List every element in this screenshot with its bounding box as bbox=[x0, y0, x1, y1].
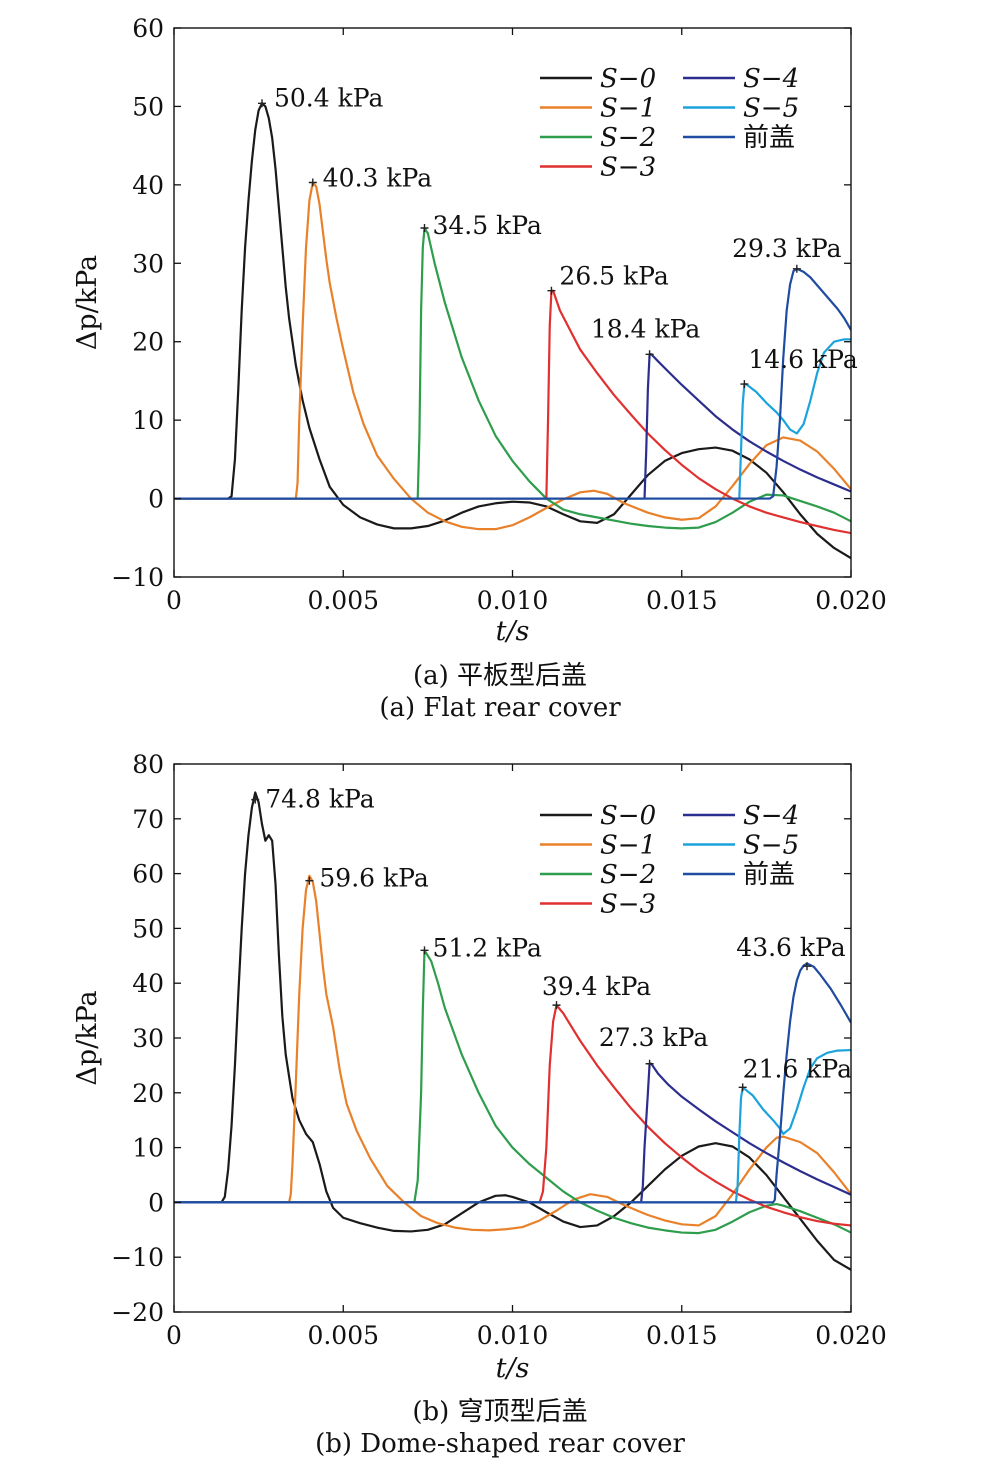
peak-label: 29.3 kPa bbox=[732, 234, 841, 263]
y-tick-label: 60 bbox=[132, 14, 164, 43]
y-tick-label: 60 bbox=[132, 860, 164, 889]
series-line-1 bbox=[174, 181, 851, 531]
x-tick-label: 0 bbox=[166, 586, 182, 615]
x-tick-label: 0.015 bbox=[646, 1321, 718, 1350]
peak-marker bbox=[552, 1001, 561, 1010]
legend-label: S−0 bbox=[600, 801, 656, 831]
legend-label: S−3 bbox=[600, 153, 656, 183]
series-line-4 bbox=[174, 353, 851, 500]
peak-label: 43.6 kPa bbox=[736, 933, 845, 962]
y-tick-label: 30 bbox=[132, 1024, 164, 1053]
series-line-3 bbox=[174, 289, 851, 535]
y-axis-label: Δp/kPa bbox=[72, 255, 103, 350]
legend-label: S−2 bbox=[600, 860, 656, 890]
chart-panel-b: 0 0.005 0.010 0.015 0.020 −20 −10 0 10 20 30 40 50 60… bbox=[72, 750, 887, 1459]
peak-label: 14.6 kPa bbox=[748, 345, 857, 374]
peak-marker bbox=[738, 1083, 747, 1092]
peak-marker bbox=[792, 264, 801, 273]
peak-marker bbox=[308, 178, 317, 187]
x-tick-label: 0.005 bbox=[307, 586, 379, 615]
chart-panel-a: 0 0.005 0.010 0.015 0.020−100102030405060t/s… bbox=[72, 14, 887, 723]
series-line-0 bbox=[174, 102, 851, 560]
peak-label: 51.2 kPa bbox=[432, 933, 541, 962]
peak-marker bbox=[258, 99, 267, 108]
y-axis-label: Δp/kPa bbox=[72, 990, 103, 1085]
x-tick-label: 0.020 bbox=[815, 586, 887, 615]
legend-label: S−0 bbox=[600, 64, 656, 94]
peak-label: 18.4 kPa bbox=[591, 314, 700, 343]
x-axis-label: t/s bbox=[496, 1353, 530, 1384]
series-line-0 bbox=[174, 791, 851, 1271]
peak-marker bbox=[740, 380, 749, 389]
series-line-6 bbox=[174, 962, 851, 1204]
peak-marker bbox=[645, 350, 654, 359]
x-tick-label: 0.015 bbox=[646, 586, 718, 615]
caption-english: (a) Flat rear cover bbox=[379, 693, 621, 723]
y-tick-label: −10 bbox=[111, 563, 164, 592]
peak-label: 34.5 kPa bbox=[432, 211, 541, 240]
y-tick-label: 40 bbox=[132, 171, 164, 200]
peak-label: 74.8 kPa bbox=[265, 785, 374, 814]
y-tick-label: 50 bbox=[132, 914, 164, 943]
caption-english: (b) Dome-shaped rear cover bbox=[315, 1429, 685, 1459]
peak-label: 26.5 kPa bbox=[559, 262, 668, 291]
x-tick-label: 0 bbox=[166, 1321, 182, 1350]
y-tick-label: 50 bbox=[132, 92, 164, 121]
legend-label: S−5 bbox=[743, 831, 799, 861]
x-tick-label: 0.010 bbox=[477, 1321, 549, 1350]
peak-marker bbox=[251, 795, 260, 804]
y-tick-label: 0 bbox=[148, 485, 164, 514]
y-tick-label: 30 bbox=[132, 249, 164, 278]
legend-label: 前盖 bbox=[743, 860, 795, 890]
peak-marker bbox=[547, 286, 556, 295]
y-tick-label: −10 bbox=[111, 1243, 164, 1272]
legend-label: S−1 bbox=[600, 831, 656, 861]
legend-label: 前盖 bbox=[743, 123, 795, 153]
peak-marker bbox=[802, 962, 811, 971]
x-tick-label: 0.020 bbox=[815, 1321, 887, 1350]
legend-label: S−1 bbox=[600, 94, 656, 124]
peak-marker bbox=[645, 1059, 654, 1068]
peak-label: 50.4 kPa bbox=[274, 83, 383, 112]
y-tick-label: 70 bbox=[132, 805, 164, 834]
y-tick-label: 40 bbox=[132, 969, 164, 998]
y-tick-label: 20 bbox=[132, 1079, 164, 1108]
series-line-6 bbox=[174, 267, 851, 500]
legend-label: S−3 bbox=[600, 890, 656, 920]
y-tick-label: 80 bbox=[132, 750, 164, 779]
y-tick-label: 10 bbox=[132, 406, 164, 435]
legend-label: S−4 bbox=[743, 801, 799, 831]
series-line-2 bbox=[174, 949, 851, 1235]
y-tick-label: 10 bbox=[132, 1134, 164, 1163]
peak-label: 40.3 kPa bbox=[323, 164, 432, 193]
series-line-1 bbox=[174, 874, 851, 1232]
peak-marker bbox=[420, 946, 429, 955]
series-line-2 bbox=[174, 226, 851, 530]
peak-label: 59.6 kPa bbox=[319, 864, 428, 893]
x-axis-label: t/s bbox=[496, 616, 530, 647]
caption-chinese: (a) 平板型后盖 bbox=[413, 661, 587, 691]
legend-label: S−5 bbox=[743, 94, 799, 124]
series-line-3 bbox=[174, 1004, 851, 1227]
x-tick-label: 0.005 bbox=[307, 1321, 379, 1350]
peak-label: 39.4 kPa bbox=[542, 972, 651, 1001]
y-tick-label: 20 bbox=[132, 328, 164, 357]
series-line-5 bbox=[174, 338, 851, 500]
peak-label: 21.6 kPa bbox=[743, 1054, 852, 1083]
y-tick-label: 0 bbox=[148, 1188, 164, 1217]
series-line-4 bbox=[174, 1062, 851, 1204]
y-tick-label: −20 bbox=[111, 1298, 164, 1327]
peak-marker bbox=[305, 876, 314, 885]
peak-marker bbox=[420, 223, 429, 232]
legend-label: S−4 bbox=[743, 64, 799, 94]
x-tick-label: 0.010 bbox=[477, 586, 549, 615]
caption-chinese: (b) 穹顶型后盖 bbox=[412, 1397, 587, 1427]
legend-label: S−2 bbox=[600, 123, 656, 153]
peak-label: 27.3 kPa bbox=[599, 1023, 708, 1052]
